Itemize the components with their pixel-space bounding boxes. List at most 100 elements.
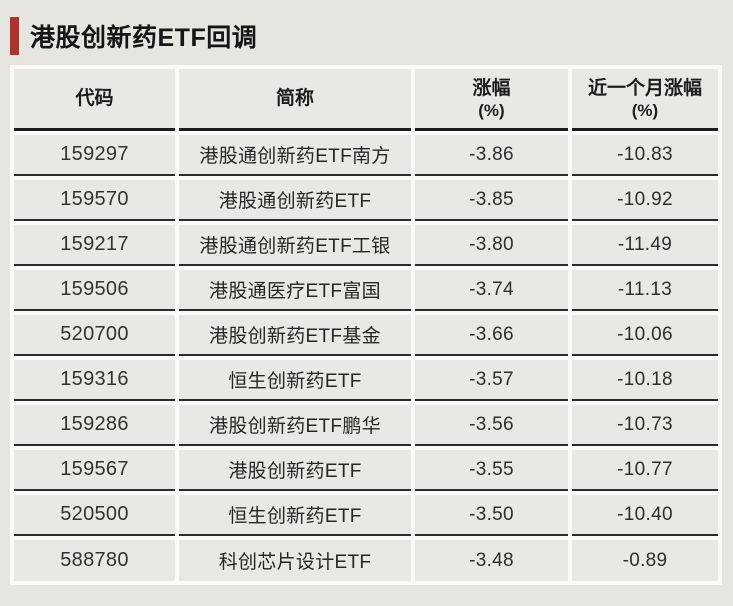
cell-name: 港股通创新药ETF南方 <box>179 135 411 176</box>
code-value: 159217 <box>60 233 129 255</box>
cell-code: 588780 <box>14 540 175 581</box>
cell-month-change: -10.40 <box>572 495 718 536</box>
cell-month-change: -10.73 <box>572 405 718 446</box>
title-accent-bar <box>10 17 19 55</box>
code-value: 159567 <box>60 458 129 480</box>
table-body: 159297 港股通创新药ETF南方 -3.86 -10.83 159570 港… <box>14 135 718 581</box>
etf-table: 代码 简称 涨幅 (%) 近一个月涨幅 (%) 159297 港股通创新药ETF <box>10 65 722 585</box>
col-header-month-change-unit: (%) <box>631 100 659 120</box>
code-value: 159570 <box>60 188 129 210</box>
cell-name: 港股创新药ETF <box>179 450 411 491</box>
code-value: 159297 <box>60 143 129 165</box>
col-header-month-change: 近一个月涨幅 (%) <box>572 69 718 131</box>
col-header-change-label: 涨幅 <box>472 77 511 99</box>
cell-change: -3.50 <box>415 495 568 536</box>
change-value: -3.85 <box>469 188 514 210</box>
change-value: -3.55 <box>469 458 514 480</box>
header-row: 代码 简称 涨幅 (%) 近一个月涨幅 (%) <box>14 69 718 131</box>
change-value: -3.74 <box>469 278 514 300</box>
cell-code: 520500 <box>14 495 175 536</box>
cell-name: 港股通医疗ETF富国 <box>179 270 411 311</box>
cell-change: -3.85 <box>415 180 568 221</box>
cell-change: -3.55 <box>415 450 568 491</box>
col-header-change-unit: (%) <box>478 100 505 120</box>
month-change-value: -10.06 <box>617 323 673 345</box>
cell-change: -3.80 <box>415 225 568 266</box>
cell-month-change: -10.18 <box>572 360 718 401</box>
table-row: 159297 港股通创新药ETF南方 -3.86 -10.83 <box>14 135 718 176</box>
cell-change: -3.74 <box>415 270 568 311</box>
cell-code: 520700 <box>14 315 175 356</box>
cell-code: 159217 <box>14 225 175 266</box>
change-value: -3.50 <box>469 503 514 525</box>
code-value: 520500 <box>60 503 129 525</box>
cell-change: -3.57 <box>415 360 568 401</box>
cell-month-change: -10.77 <box>572 450 718 491</box>
month-change-value: -10.18 <box>617 368 673 390</box>
month-change-value: -10.92 <box>617 188 673 210</box>
col-header-month-change-label: 近一个月涨幅 <box>587 77 702 99</box>
cell-name: 港股通创新药ETF工银 <box>179 225 411 266</box>
cell-name: 恒生创新药ETF <box>179 360 411 401</box>
name-value: 港股通创新药ETF <box>218 191 372 212</box>
cell-code: 159567 <box>14 450 175 491</box>
cell-change: -3.56 <box>415 405 568 446</box>
article-page: 港股创新药ETF回调 代码 简称 涨幅 (%) <box>0 0 733 585</box>
table-row: 159506 港股通医疗ETF富国 -3.74 -11.13 <box>14 270 718 311</box>
name-value: 恒生创新药ETF <box>228 371 362 392</box>
cell-code: 159297 <box>14 135 175 176</box>
col-header-code-label: 代码 <box>75 87 114 109</box>
cell-month-change: -10.83 <box>572 135 718 176</box>
cell-change: -3.86 <box>415 135 568 176</box>
cell-code: 159570 <box>14 180 175 221</box>
name-value: 港股创新药ETF基金 <box>209 326 381 347</box>
table-row: 588780 科创芯片设计ETF -3.48 -0.89 <box>14 540 718 581</box>
cell-month-change: -11.49 <box>572 225 718 266</box>
cell-name: 港股通创新药ETF <box>179 180 411 221</box>
change-value: -3.57 <box>469 368 514 390</box>
cell-code: 159316 <box>14 360 175 401</box>
cell-month-change: -11.13 <box>572 270 718 311</box>
page-title: 港股创新药ETF回调 <box>30 24 258 52</box>
name-value: 港股通创新药ETF南方 <box>199 146 391 167</box>
month-change-value: -10.77 <box>617 458 673 480</box>
table-row: 159217 港股通创新药ETF工银 -3.80 -11.49 <box>14 225 718 266</box>
code-value: 588780 <box>60 549 129 571</box>
name-value: 港股创新药ETF鹏华 <box>209 416 381 437</box>
change-value: -3.66 <box>469 323 514 345</box>
name-value: 港股通创新药ETF工银 <box>199 236 391 257</box>
change-value: -3.56 <box>469 413 514 435</box>
code-value: 520700 <box>60 323 129 345</box>
table-header: 代码 简称 涨幅 (%) 近一个月涨幅 (%) <box>14 69 718 131</box>
change-value: -3.80 <box>469 233 514 255</box>
name-value: 港股创新药ETF <box>228 461 362 482</box>
change-value: -3.48 <box>469 549 514 571</box>
code-value: 159286 <box>60 413 129 435</box>
col-header-code: 代码 <box>14 69 175 131</box>
name-value: 港股通医疗ETF富国 <box>209 281 381 302</box>
cell-month-change: -10.06 <box>572 315 718 356</box>
cell-code: 159506 <box>14 270 175 311</box>
month-change-value: -10.83 <box>617 143 673 165</box>
cell-name: 港股创新药ETF鹏华 <box>179 405 411 446</box>
month-change-value: -10.73 <box>617 413 673 435</box>
month-change-value: -0.89 <box>622 549 668 571</box>
cell-month-change: -10.92 <box>572 180 718 221</box>
month-change-value: -11.49 <box>617 233 673 255</box>
col-header-change: 涨幅 (%) <box>415 69 568 131</box>
table-row: 159316 恒生创新药ETF -3.57 -10.18 <box>14 360 718 401</box>
month-change-value: -11.13 <box>617 278 673 300</box>
col-header-name: 简称 <box>179 69 411 131</box>
table-row: 159570 港股通创新药ETF -3.85 -10.92 <box>14 180 718 221</box>
cell-name: 港股创新药ETF基金 <box>179 315 411 356</box>
cell-name: 科创芯片设计ETF <box>179 540 411 581</box>
title-bar: 港股创新药ETF回调 <box>0 0 733 65</box>
code-value: 159316 <box>60 368 129 390</box>
table-row: 520700 港股创新药ETF基金 -3.66 -10.06 <box>14 315 718 356</box>
name-value: 恒生创新药ETF <box>228 506 362 527</box>
table-row: 520500 恒生创新药ETF -3.50 -10.40 <box>14 495 718 536</box>
name-value: 科创芯片设计ETF <box>218 552 372 573</box>
table-row: 159567 港股创新药ETF -3.55 -10.77 <box>14 450 718 491</box>
code-value: 159506 <box>60 278 129 300</box>
cell-month-change: -0.89 <box>572 540 718 581</box>
